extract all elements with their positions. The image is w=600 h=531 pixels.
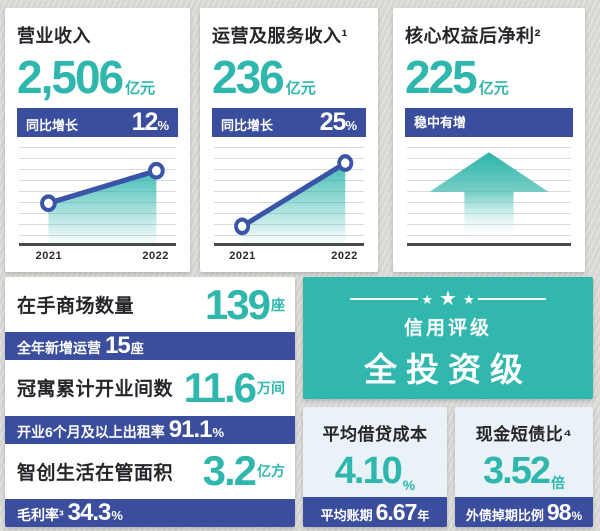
rental-rooms-row: 冠寓累计开业间数 11.6 万间 bbox=[5, 360, 295, 415]
loan-term-value: 6.67 bbox=[375, 499, 418, 525]
malls-count-label: 在手商场数量 bbox=[17, 296, 135, 318]
metric-unit: 亿元 bbox=[125, 80, 156, 97]
occupancy-bar: 开业6个月及以上出租率 91.1% bbox=[5, 415, 295, 444]
swap-ratio-bar: 外债掉期比例 98% bbox=[455, 497, 593, 527]
x-axis-label-2021: 2021 bbox=[35, 250, 63, 262]
trend-note-bar: 稳中有增 bbox=[405, 108, 573, 137]
occupancy-unit: % bbox=[212, 424, 225, 440]
occupancy-value: 91.1 bbox=[168, 415, 213, 443]
new-malls-label: 全年新增运营 bbox=[17, 340, 101, 357]
x-axis-label-2022: 2022 bbox=[142, 250, 169, 262]
cash-ratio-value: 3.52 bbox=[483, 450, 551, 492]
new-malls-unit: 座 bbox=[130, 341, 144, 357]
cash-ratio-unit: 倍 bbox=[550, 475, 565, 491]
new-malls-bar: 全年新增运营 15 座 bbox=[5, 332, 295, 361]
managed-area-value: 3.2 bbox=[202, 447, 257, 495]
borrowing-cost-title: 平均借贷成本 bbox=[322, 425, 428, 444]
swap-ratio-value: 98 bbox=[546, 499, 572, 525]
cash-ratio-title: 现金短债比⁴ bbox=[475, 425, 573, 444]
line-chart-svg bbox=[40, 161, 165, 243]
metric-title: 营业收入 bbox=[17, 26, 91, 46]
cash-ratio-card: 现金短债比⁴ 3.52 倍 外债掉期比例 98% bbox=[455, 407, 593, 527]
yoy-growth-value: 25 bbox=[319, 108, 347, 136]
metric-value: 236 bbox=[212, 51, 285, 103]
star-icon: ★ bbox=[439, 288, 457, 310]
rental-rooms-unit: 万间 bbox=[257, 379, 285, 396]
rental-rooms-value: 11.6 bbox=[183, 363, 257, 411]
rental-rooms-label: 冠寓累计开业间数 bbox=[17, 379, 174, 401]
core-profit-card: 核心权益后净利² 225 亿元 稳中有增 bbox=[393, 8, 585, 272]
metric-title: 运营及服务收入¹ bbox=[212, 26, 348, 46]
yoy-growth-label: 同比增长 bbox=[26, 118, 79, 133]
revenue-card: 营业收入 2,506 亿元 同比增长 12% bbox=[5, 8, 190, 272]
left-rule-line bbox=[350, 298, 419, 300]
service-revenue-mini-chart bbox=[214, 147, 364, 246]
swap-ratio-label: 外债掉期比例 bbox=[465, 508, 544, 523]
malls-count-unit: 座 bbox=[271, 296, 285, 313]
gross-margin-value: 34.3 bbox=[67, 498, 112, 526]
yoy-growth-bar: 同比增长 12% bbox=[17, 108, 178, 137]
occupancy-label: 开业6个月及以上出租率 bbox=[17, 423, 165, 440]
yoy-growth-value: 12 bbox=[131, 108, 159, 136]
metric-unit: 亿元 bbox=[478, 80, 509, 97]
credit-rating-value: 全投资级 bbox=[364, 351, 532, 388]
loan-term-unit: 年 bbox=[417, 509, 430, 523]
managed-area-unit: 亿方 bbox=[257, 463, 285, 480]
managed-area-row: 智创生活在管面积 3.2 亿方 bbox=[5, 444, 295, 499]
star-row: ★ ★ ★ bbox=[303, 289, 593, 309]
malls-count-value: 139 bbox=[204, 280, 271, 328]
metric-value: 225 bbox=[405, 51, 478, 103]
borrowing-cost-card: 平均借贷成本 4.10% 平均账期 6.67 年 bbox=[303, 407, 447, 527]
borrowing-cost-value: 4.10 bbox=[334, 450, 403, 492]
swap-ratio-unit: % bbox=[571, 509, 583, 523]
metric-value: 2,506 bbox=[17, 51, 124, 103]
managed-area-label: 智创生活在管面积 bbox=[17, 462, 174, 484]
gross-margin-bar: 毛利率³ 34.3% bbox=[5, 498, 295, 527]
growth-arrow-panel bbox=[407, 147, 571, 246]
yoy-growth-bar: 同比增长 25% bbox=[212, 108, 366, 137]
gross-margin-unit: % bbox=[111, 507, 123, 523]
gross-margin-label: 毛利率³ bbox=[17, 506, 64, 523]
metric-unit: 亿元 bbox=[285, 80, 316, 97]
loan-term-bar: 平均账期 6.67 年 bbox=[303, 497, 447, 527]
trend-note-label: 稳中有增 bbox=[414, 115, 467, 130]
x-axis-label-2021: 2021 bbox=[229, 250, 256, 262]
right-rule-line bbox=[477, 298, 546, 300]
line-chart-svg bbox=[234, 154, 354, 243]
x-axis-label-2022: 2022 bbox=[331, 250, 358, 262]
yoy-growth-unit: % bbox=[157, 118, 169, 133]
operations-panel: 在手商场数量 139 座 全年新增运营 15 座 冠寓累计开业间数 11.6 万间 开… bbox=[5, 277, 295, 527]
growth-arrow-icon bbox=[429, 152, 549, 242]
metric-title: 核心权益后净利² bbox=[405, 26, 541, 46]
credit-rating-card: ★ ★ ★ 信用评级 全投资级 23年无境外债到期 bbox=[303, 277, 593, 399]
borrowing-cost-unit: % bbox=[402, 477, 416, 493]
credit-rating-title: 信用评级 bbox=[403, 318, 492, 339]
new-malls-value: 15 bbox=[105, 332, 131, 360]
star-icon: ★ bbox=[462, 291, 475, 307]
revenue-mini-chart bbox=[19, 147, 176, 246]
loan-term-label: 平均账期 bbox=[320, 508, 373, 523]
star-icon: ★ bbox=[421, 291, 434, 307]
service-revenue-card: 运营及服务收入¹ 236 亿元 同比增长 25% bbox=[200, 8, 378, 272]
malls-count-row: 在手商场数量 139 座 bbox=[5, 277, 295, 332]
yoy-growth-label: 同比增长 bbox=[221, 118, 274, 133]
yoy-growth-unit: % bbox=[345, 118, 357, 133]
